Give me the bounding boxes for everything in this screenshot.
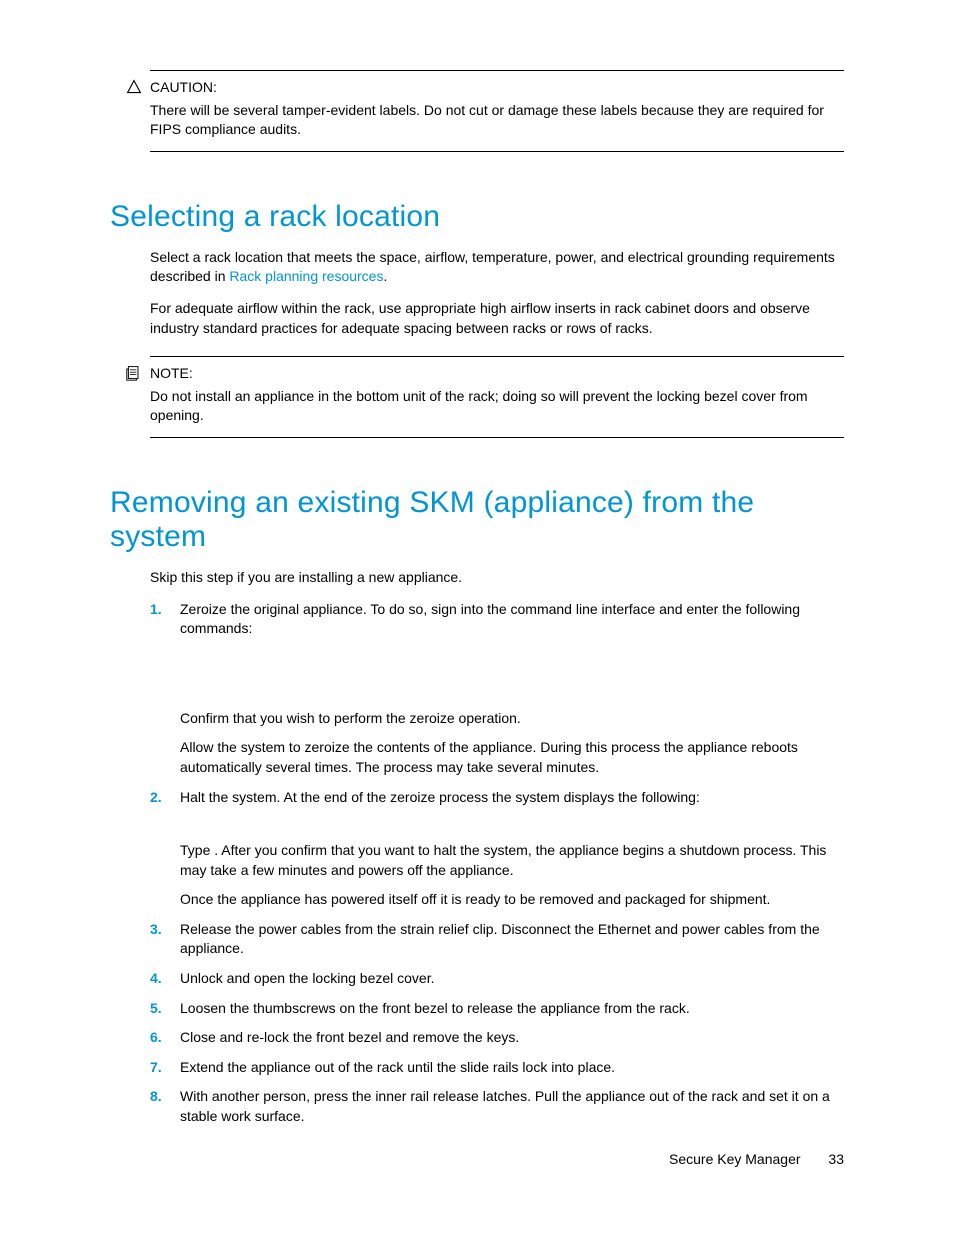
note-title: NOTE: bbox=[150, 365, 844, 381]
step-text: Loosen the thumbscrews on the front beze… bbox=[180, 1000, 690, 1016]
command-placeholder bbox=[180, 639, 844, 699]
caution-body: There will be several tamper-evident lab… bbox=[150, 101, 844, 139]
removal-steps-list: 1. Zeroize the original appliance. To do… bbox=[150, 600, 844, 1127]
document-page: CAUTION: There will be several tamper-ev… bbox=[0, 0, 954, 1235]
caution-admonition: CAUTION: There will be several tamper-ev… bbox=[150, 70, 844, 152]
text-fragment: . bbox=[383, 268, 387, 284]
step-subpara: Once the appliance has powered itself of… bbox=[180, 890, 844, 910]
step-4: 4. Unlock and open the locking bezel cov… bbox=[150, 969, 844, 989]
step-marker: 1. bbox=[150, 600, 162, 620]
step-text: Extend the appliance out of the rack unt… bbox=[180, 1059, 615, 1075]
removing-intro: Skip this step if you are installing a n… bbox=[150, 568, 844, 588]
step-text: Zeroize the original appliance. To do so… bbox=[180, 601, 800, 637]
step-marker: 4. bbox=[150, 969, 162, 989]
step-text: Release the power cables from the strain… bbox=[180, 921, 820, 957]
rack-location-para-2: For adequate airflow within the rack, us… bbox=[150, 299, 844, 338]
step-1: 1. Zeroize the original appliance. To do… bbox=[150, 600, 844, 778]
step-marker: 3. bbox=[150, 920, 162, 940]
step-text: Unlock and open the locking bezel cover. bbox=[180, 970, 435, 986]
page-footer: Secure Key Manager 33 bbox=[669, 1151, 844, 1167]
page-number: 33 bbox=[828, 1151, 844, 1167]
step-2: 2. Halt the system. At the end of the ze… bbox=[150, 788, 844, 910]
rack-planning-resources-link[interactable]: Rack planning resources bbox=[229, 268, 383, 284]
step-marker: 5. bbox=[150, 999, 162, 1019]
step-subpara: Confirm that you wish to perform the zer… bbox=[180, 709, 844, 729]
output-placeholder bbox=[180, 807, 844, 831]
step-marker: 6. bbox=[150, 1028, 162, 1048]
note-admonition: NOTE: Do not install an appliance in the… bbox=[150, 356, 844, 438]
rack-location-para-1: Select a rack location that meets the sp… bbox=[150, 248, 844, 287]
step-3: 3. Release the power cables from the str… bbox=[150, 920, 844, 959]
note-page-icon bbox=[126, 365, 144, 383]
step-subpara: Allow the system to zeroize the contents… bbox=[180, 738, 844, 777]
step-text: Close and re-lock the front bezel and re… bbox=[180, 1029, 519, 1045]
step-marker: 7. bbox=[150, 1058, 162, 1078]
caution-title: CAUTION: bbox=[150, 79, 844, 95]
step-marker: 2. bbox=[150, 788, 162, 808]
step-7: 7. Extend the appliance out of the rack … bbox=[150, 1058, 844, 1078]
section-title-rack-location: Selecting a rack location bbox=[110, 200, 844, 234]
caution-triangle-icon bbox=[126, 79, 144, 97]
step-text: Halt the system. At the end of the zeroi… bbox=[180, 789, 700, 805]
step-subpara: Type . After you confirm that you want t… bbox=[180, 841, 844, 880]
step-8: 8. With another person, press the inner … bbox=[150, 1087, 844, 1126]
note-body: Do not install an appliance in the botto… bbox=[150, 387, 844, 425]
section-title-removing-skm: Removing an existing SKM (appliance) fro… bbox=[110, 486, 844, 554]
doc-title: Secure Key Manager bbox=[669, 1151, 801, 1167]
step-text: With another person, press the inner rai… bbox=[180, 1088, 830, 1124]
step-6: 6. Close and re-lock the front bezel and… bbox=[150, 1028, 844, 1048]
step-marker: 8. bbox=[150, 1087, 162, 1107]
step-5: 5. Loosen the thumbscrews on the front b… bbox=[150, 999, 844, 1019]
